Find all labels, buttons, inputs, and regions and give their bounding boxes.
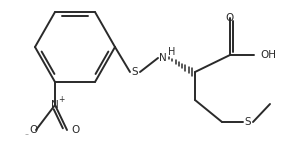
Text: O: O — [226, 13, 234, 23]
Text: ⁻: ⁻ — [24, 131, 28, 140]
Text: O: O — [71, 125, 79, 135]
Text: S: S — [245, 117, 251, 127]
Text: S: S — [132, 67, 138, 77]
Text: N: N — [159, 53, 167, 63]
Text: N: N — [51, 100, 59, 110]
Text: OH: OH — [260, 50, 276, 60]
Text: O: O — [29, 125, 37, 135]
Text: +: + — [58, 95, 64, 104]
Text: H: H — [168, 47, 176, 57]
